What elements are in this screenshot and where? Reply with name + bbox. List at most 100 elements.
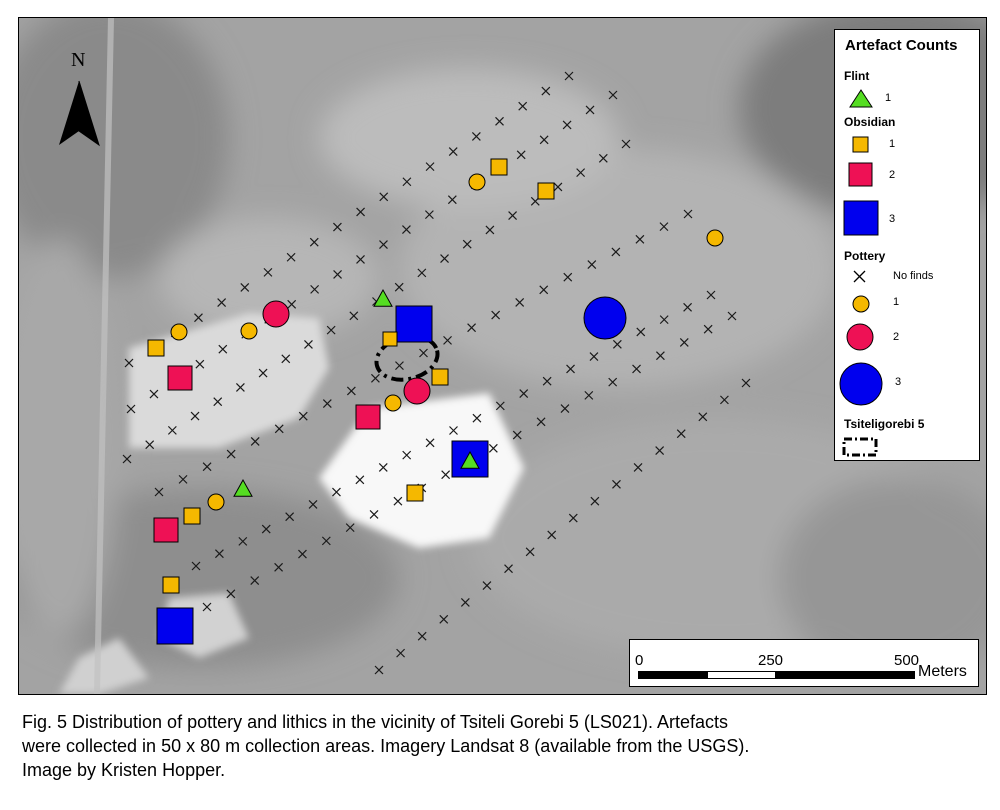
no-finds-marker: [491, 310, 501, 320]
no-finds-marker: [213, 397, 223, 407]
no-finds-marker: [214, 549, 224, 559]
scale-tick-500: 500: [894, 652, 920, 669]
no-finds-marker: [576, 168, 586, 178]
north-arrow-icon: [59, 80, 100, 147]
no-finds-marker: [419, 348, 428, 358]
legend-no-finds-label: No finds: [893, 270, 934, 282]
obsidian-find-marker: [382, 331, 398, 347]
no-finds-marker: [393, 496, 403, 506]
obsidian-find-marker: [537, 182, 555, 200]
no-finds-marker: [281, 354, 291, 364]
no-finds-marker: [541, 86, 551, 96]
no-finds-marker: [356, 207, 366, 217]
no-finds-marker: [145, 440, 155, 450]
no-finds-marker: [240, 283, 250, 292]
no-finds-marker: [542, 376, 552, 386]
no-finds-marker: [202, 462, 212, 472]
no-finds-marker: [585, 105, 595, 115]
scale-tick-0: 0: [635, 652, 644, 669]
no-finds-marker: [495, 116, 504, 126]
no-finds-marker: [191, 561, 201, 571]
no-finds-marker: [539, 285, 549, 295]
no-finds-marker: [394, 282, 404, 292]
no-finds-marker: [698, 412, 708, 422]
no-finds-marker: [322, 399, 332, 408]
no-finds-marker: [346, 386, 356, 396]
no-finds-marker: [462, 239, 472, 249]
no-finds-marker: [564, 71, 574, 81]
caption-line-2: were collected in 50 x 80 m collection a…: [22, 736, 750, 756]
no-finds-marker: [448, 147, 458, 156]
caption-line-1: Fig. 5 Distribution of pottery and lithi…: [22, 712, 728, 732]
obsidian-find-marker: [162, 576, 180, 594]
satellite-imagery: [19, 18, 986, 694]
no-finds-marker: [447, 195, 457, 205]
no-finds-marker: [379, 240, 388, 249]
no-finds-marker: [719, 395, 729, 405]
no-finds-marker: [332, 487, 341, 497]
no-finds-marker: [439, 614, 449, 624]
no-finds-marker: [443, 335, 452, 345]
no-finds-marker: [424, 210, 434, 220]
legend-pottery-3-label: 3: [895, 376, 902, 388]
no-finds-marker: [612, 339, 622, 349]
legend-pottery-2-symbol: [846, 323, 874, 351]
no-finds-marker: [417, 268, 427, 278]
pottery-find-marker: [706, 229, 724, 247]
no-finds-marker: [425, 162, 435, 172]
no-finds-marker: [396, 648, 406, 658]
no-finds-marker: [655, 351, 665, 361]
no-finds-marker: [562, 120, 572, 130]
legend-pottery-3-symbol: [839, 362, 883, 406]
no-finds-marker: [539, 135, 549, 145]
scale-tick-250: 250: [758, 652, 784, 669]
no-finds-marker: [202, 602, 212, 612]
legend-flint-1-label: 1: [885, 92, 892, 104]
no-finds-marker: [274, 424, 284, 434]
no-finds-marker: [304, 340, 313, 349]
no-finds-marker: [679, 338, 689, 347]
no-finds-marker: [274, 562, 284, 572]
site-outline-tsiteligorebi-5: [374, 334, 440, 382]
legend-pottery-1-label: 1: [893, 296, 900, 308]
legend-flint-heading: Flint: [844, 69, 870, 83]
no-finds-marker: [298, 549, 307, 559]
artefact-symbols: [147, 158, 724, 645]
legend-title: Artefact Counts: [845, 37, 958, 54]
scale-segment-2: [707, 671, 776, 679]
pottery-find-marker: [468, 173, 486, 191]
obsidian-find-marker: [406, 484, 424, 502]
no-finds-marker: [683, 209, 693, 219]
no-finds-marker: [518, 101, 528, 111]
no-finds-marker: [440, 254, 449, 263]
no-finds-marker: [378, 463, 388, 472]
no-finds-marker: [310, 284, 320, 294]
legend-obsidian-2-label: 2: [889, 169, 896, 181]
map-frame: N Artefact Counts Flint 1 Obsidian 1 2 3…: [18, 17, 987, 695]
legend-obsidian-1-label: 1: [889, 138, 896, 150]
legend-flint-1-symbol: [849, 89, 873, 108]
legend-no-finds-symbol: [853, 270, 866, 283]
no-finds-marker: [536, 417, 546, 427]
obsidian-find-marker: [490, 158, 508, 176]
obsidian-find-marker: [156, 607, 194, 645]
no-finds-marker: [706, 290, 716, 300]
no-finds-marker: [345, 523, 355, 533]
no-finds-marker: [560, 404, 570, 414]
no-finds-marker: [286, 252, 296, 262]
no-finds-marker: [471, 131, 481, 141]
no-finds-marker: [355, 475, 365, 485]
pottery-find-marker: [403, 377, 431, 405]
no-finds-marker: [178, 474, 188, 484]
pottery-find-marker: [170, 323, 188, 341]
no-finds-marker: [633, 462, 643, 472]
pottery-find-marker: [262, 300, 290, 328]
scale-segment-1: [638, 671, 708, 679]
no-finds-marker: [226, 589, 236, 599]
no-finds-marker: [467, 323, 477, 333]
no-finds-marker: [608, 377, 618, 387]
no-finds-marker: [379, 192, 389, 202]
no-finds-marker: [482, 581, 492, 591]
no-finds-marker: [632, 364, 641, 374]
no-finds-marker: [563, 272, 573, 282]
